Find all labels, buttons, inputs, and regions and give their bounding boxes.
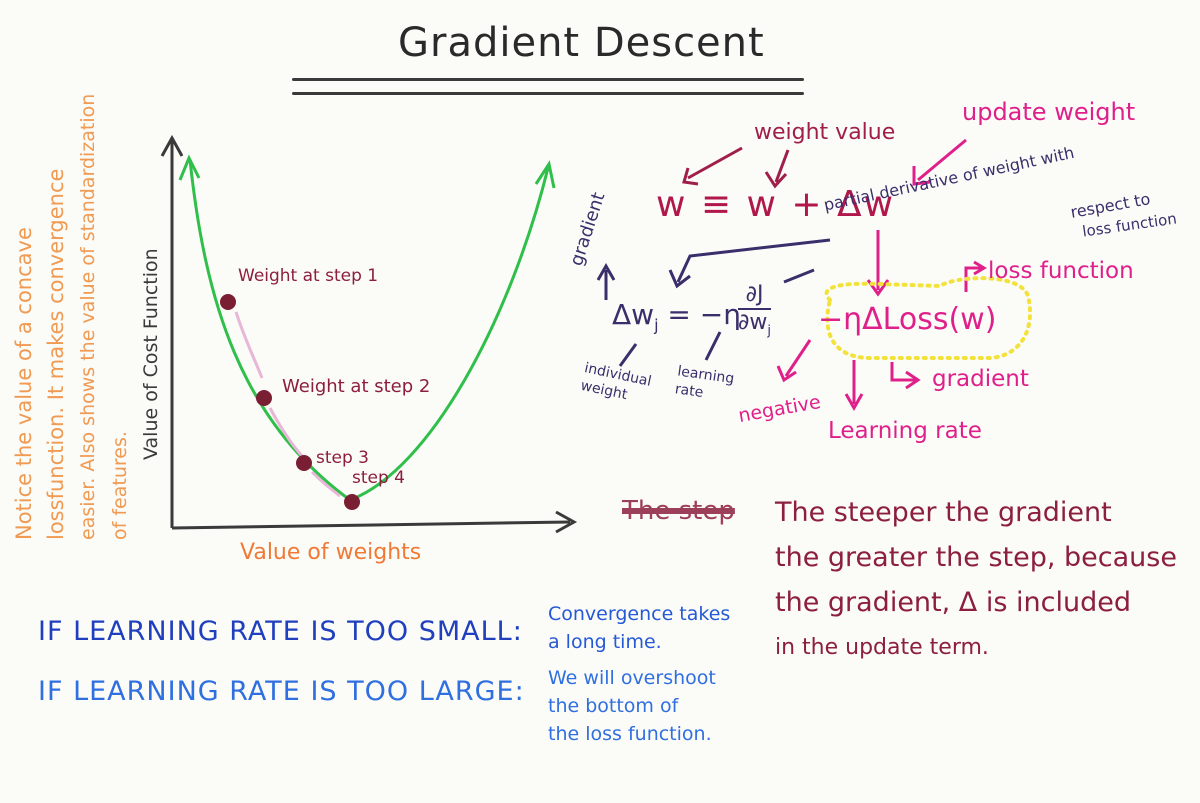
title-underline-1: [292, 78, 804, 81]
y-axis-label: Value of Cost Function: [140, 248, 162, 460]
arrow-update-weight: [917, 138, 967, 182]
label-learning-rate: Learning rate: [828, 418, 982, 444]
label-weight-value: weight value: [754, 120, 896, 145]
delta-w-symbol: Δw: [612, 298, 655, 331]
learning-rate-small-effect: Convergence takes a long time.: [548, 600, 730, 656]
arrow-weight-value: [687, 146, 743, 180]
note-line: in the update term.: [775, 635, 989, 660]
arrow-gradient-left: [676, 238, 831, 283]
label-learning-rate-small: learning rate: [673, 363, 736, 402]
learning-rate-large-label: IF LEARNING RATE IS TOO LARGE:: [38, 676, 525, 707]
weight-point: [256, 390, 272, 406]
x-axis-label: Value of weights: [240, 540, 422, 565]
weight-point: [344, 494, 360, 510]
eq-mid: = −η: [667, 298, 741, 331]
curve-arrow-left-icon: [178, 154, 201, 181]
fraction-numerator: ∂J: [738, 282, 771, 310]
arrow-negative: [784, 339, 812, 377]
point-label-step-2: Weight at step 2: [282, 376, 431, 397]
loss-highlight-outline: [824, 276, 1032, 360]
effect-line: the loss function.: [548, 723, 712, 745]
struck-out-text: The step: [622, 496, 735, 526]
label-update-weight: update weight: [962, 98, 1136, 126]
arrow-gradient-right-head-icon: [905, 370, 921, 390]
steeper-gradient-note: The steeper the gradient the greater the…: [775, 490, 1177, 670]
note-line: the greater the step, because: [775, 542, 1177, 573]
arrow-weight-value-2: [774, 149, 790, 183]
learning-rate-large-effect: We will overshoot the bottom of the loss…: [548, 664, 716, 748]
page-title: Gradient Descent: [398, 20, 765, 66]
arrow-partial-left: [783, 268, 815, 284]
effect-line: the bottom of: [548, 695, 679, 717]
fraction-denominator-wrap: ∂wj: [738, 310, 771, 344]
arrow-individual-weight: [618, 343, 638, 367]
main-equation-text: w ≡ w + Δw: [656, 184, 896, 225]
fraction-denominator-subscript: j: [767, 323, 771, 339]
curve-arrow-right-icon: [534, 160, 556, 189]
fraction-denominator: ∂w: [738, 310, 768, 335]
delta-w-equation: Δwj = −η: [612, 298, 741, 335]
arrow-up-gradient-head-icon: [596, 262, 616, 281]
main-equation: w ≡ w + Δw: [656, 184, 895, 225]
effect-line: We will overshoot: [548, 667, 716, 689]
label-gradient: gradient: [932, 366, 1029, 392]
x-axis-arrow-icon: [555, 510, 578, 534]
point-label-step-4: step 4: [352, 468, 405, 488]
title-underline-2: [292, 92, 804, 95]
arrow-gradient-left-head-icon: [668, 269, 691, 289]
learning-rate-small-label: IF LEARNING RATE IS TOO SMALL:: [38, 616, 523, 647]
x-axis-line: [171, 520, 571, 530]
arrow-negative-head-icon: [776, 365, 797, 383]
partial-fraction: ∂J ∂wj: [738, 282, 771, 344]
label-loss-function: loss function: [988, 258, 1134, 284]
point-label-step-3: step 3: [316, 448, 369, 468]
note-line: the gradient, Δ is included: [775, 587, 1131, 618]
weight-point: [220, 294, 236, 310]
delta-w-subscript: j: [654, 315, 659, 335]
y-axis-arrow-icon: [160, 134, 184, 157]
arrow-weight-value-2-head-icon: [764, 171, 788, 189]
step-arrow: [268, 407, 304, 458]
arrow-update-weight-head-icon: [912, 166, 931, 186]
step-arrow: [234, 311, 264, 379]
arrow-weight-value-head-icon: [682, 167, 699, 186]
note-line: The steeper the gradient: [775, 497, 1112, 528]
arrow-loss-function-head-icon: [973, 260, 987, 276]
arrow-loss-function: [964, 266, 982, 292]
arrow-gradient-right: [890, 362, 916, 382]
effect-line: Convergence takes: [548, 603, 731, 625]
loss-expression: −ηΔLoss(w): [818, 302, 997, 337]
arrow-learning-rate-small: [704, 331, 722, 361]
weight-point: [296, 455, 312, 471]
point-label-step-1: Weight at step 1: [238, 266, 379, 286]
step-arrow: [310, 470, 341, 498]
arrow-learning-rate-head-icon: [844, 393, 864, 412]
effect-line: a long time.: [548, 631, 662, 653]
